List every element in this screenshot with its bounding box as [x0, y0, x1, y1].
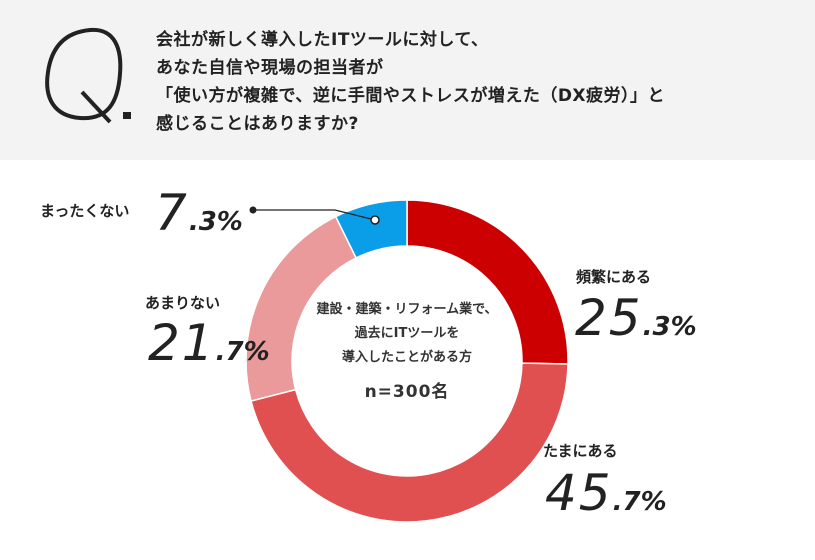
value-int: 25 — [575, 289, 643, 347]
value-hinpan: 25.3% — [575, 293, 697, 343]
question-line: あなた自信や現場の担当者が — [156, 58, 384, 78]
question-line: 感じることはありますか? — [156, 114, 359, 134]
chart-center-caption: 建設・建築・リフォーム業で、 過去にITツールを 導入したことがある方 n=30… — [307, 298, 507, 404]
q-mark-icon — [45, 27, 131, 124]
leader-line — [253, 209, 376, 221]
question-line: 「使い方が複雑で、逆に手間やストレスが増えた（DX疲労）」と — [156, 86, 666, 106]
question-line: 会社が新しく導入したITツールに対して、 — [156, 30, 489, 50]
label-amarinai: あまりない — [145, 294, 221, 312]
donut-segment — [250, 362, 569, 523]
value-int: 7 — [155, 184, 189, 242]
center-line: 建設・建築・リフォーム業で、 — [316, 302, 498, 317]
question-text: 会社が新しく導入したITツールに対して、 あなた自信や現場の担当者が 「使い方が… — [156, 26, 665, 138]
label-hinpan: 頻繁にある — [576, 268, 652, 286]
value-int: 45 — [545, 464, 613, 522]
value-dec: .3% — [642, 312, 697, 342]
center-line: 導入したことがある方 — [341, 350, 472, 365]
center-line: 過去にITツールを — [354, 326, 460, 341]
leader-end-icon — [370, 215, 380, 225]
value-dec: .7% — [612, 487, 667, 517]
label-tamani: たまにある — [543, 442, 618, 460]
value-amarinai: 21.7% — [148, 318, 270, 368]
sample-size: n=300名 — [364, 382, 450, 402]
value-int: 21 — [148, 314, 216, 372]
value-dec: .7% — [215, 337, 270, 367]
value-tamani: 45.7% — [545, 468, 667, 518]
label-mattakunai: まったくない — [40, 202, 130, 220]
value-mattakunai: 7.3% — [155, 188, 243, 238]
value-dec: .3% — [188, 207, 243, 237]
question-header: 会社が新しく導入したITツールに対して、 あなた自信や現場の担当者が 「使い方が… — [0, 0, 815, 160]
